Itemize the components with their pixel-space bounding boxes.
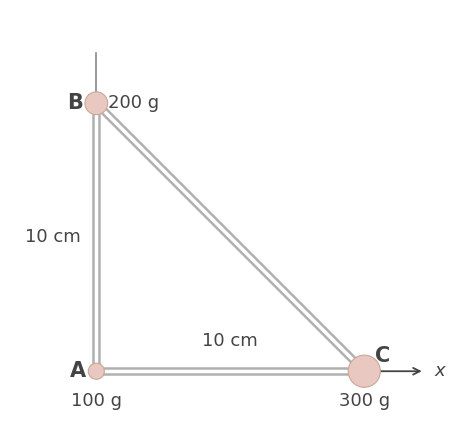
Text: C: C	[375, 347, 391, 366]
Text: x: x	[435, 362, 445, 380]
Text: 100 g: 100 g	[71, 392, 122, 411]
Text: B: B	[67, 93, 83, 113]
Text: 300 g: 300 g	[339, 392, 390, 411]
Text: 10 cm: 10 cm	[202, 332, 258, 350]
Text: A: A	[70, 361, 86, 381]
Circle shape	[348, 355, 380, 387]
Circle shape	[85, 92, 108, 115]
Circle shape	[88, 363, 104, 379]
Text: 10 cm: 10 cm	[25, 228, 81, 246]
Text: 200 g: 200 g	[108, 94, 159, 112]
